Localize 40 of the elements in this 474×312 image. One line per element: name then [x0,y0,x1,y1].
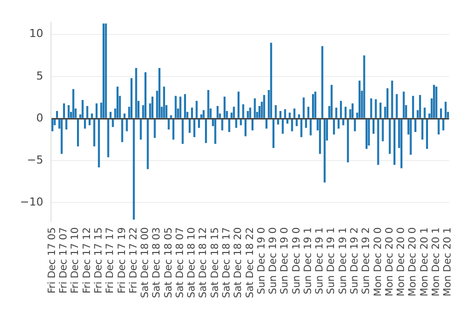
y-tick-label: 5 [36,69,44,82]
x-tick-label: Sat Dec 18 07 [174,227,186,298]
x-tick-label: Mon Dec 20 0 [408,227,419,296]
x-tick-label: Fri Dec 17 19 [116,227,128,294]
x-tick-label: Sun Dec 19 1 [326,227,338,294]
x-tick-label: Sun Dec 19 1 [302,227,314,294]
y-tick-label: 0 [36,111,44,124]
x-tick-label: Sat Dec 18 03 [152,227,163,298]
x-tick-label: Mon Dec 20 0 [396,227,408,296]
x-tick-label: Sat Dec 18 12 [198,227,210,298]
x-tick-label: Sun Dec 19 1 [314,227,326,294]
x-tick-label: Sun Dec 19 0 [268,227,280,294]
y-tick-label: 10 [29,27,44,40]
x-tick-label: Fri Dec 17 17 [105,227,116,294]
x-tick-label: Fri Dec 17 10 [70,227,82,294]
x-tick-label: Sun Dec 19 0 [291,227,302,294]
x-tick-label: Sun Dec 19 2 [349,227,360,294]
x-tick-label: Sun Dec 19 0 [256,227,268,294]
x-tick-label: Sun Dec 19 2 [361,227,372,294]
x-tick-label: Sat Dec 18 10 [186,227,198,298]
x-tick-label: Sat Dec 18 05 [163,227,174,298]
x-tick-label: Fri Dec 17 22 [128,227,140,294]
y-tick-label: −10 [20,196,44,209]
x-tick-label: Mon Dec 20 1 [442,227,454,296]
y-tick-label: −5 [26,154,44,167]
x-tick-label: Fri Dec 17 15 [94,227,105,294]
x-tick-label: Mon Dec 20 0 [384,227,396,296]
x-tick-label: Mon Dec 20 1 [419,227,430,296]
x-tick-label: Sat Dec 18 15 [210,227,221,298]
x-tick-label: Sat Dec 18 00 [140,227,152,298]
x-tick-label: Fri Dec 17 05 [46,227,58,294]
x-tick-label: Fri Dec 17 12 [82,227,93,294]
x-tick-label: Sat Dec 18 22 [244,227,256,298]
x-tick-label: Sat Dec 18 20 [233,227,244,298]
x-tick-label: Mon Dec 20 0 [372,227,384,296]
x-tick-label: Sun Dec 19 0 [280,227,291,294]
x-tick-label: Sat Dec 18 17 [222,227,232,298]
x-tick-label: Sun Dec 19 1 [338,227,349,294]
x-tick-label: Mon Dec 20 1 [430,227,442,296]
x-tick-label: Fri Dec 17 07 [58,227,70,294]
